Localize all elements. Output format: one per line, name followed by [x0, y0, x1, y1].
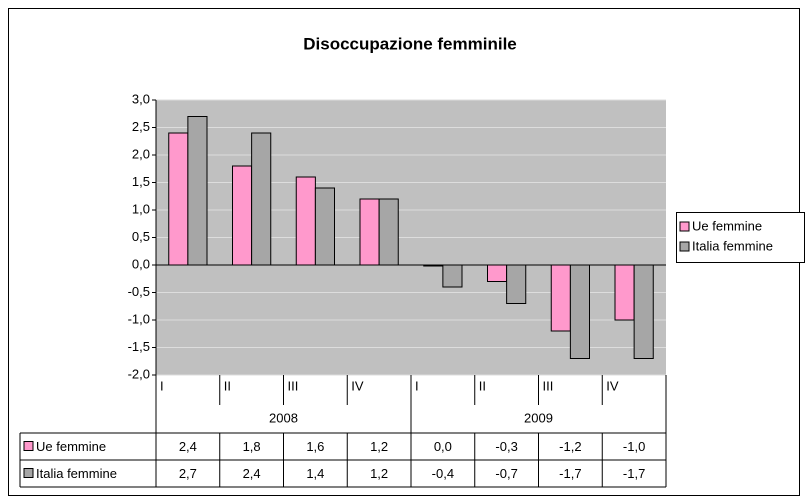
x-tick-label: III — [288, 378, 299, 393]
legend-label: Ue femmine — [692, 218, 762, 233]
bar — [314, 187, 335, 266]
table-row-label: Italia femmine — [36, 466, 117, 481]
bar — [168, 132, 189, 266]
y-tick-label: 1,0 — [132, 201, 150, 216]
y-tick-label: 2,0 — [132, 146, 150, 161]
chart-title: Disoccupazione femminile — [303, 34, 517, 53]
y-tick-label: 3,0 — [132, 91, 150, 106]
legend-key — [679, 241, 690, 252]
table-cell: 2,4 — [243, 466, 261, 481]
legend-box — [676, 212, 805, 263]
legend-key — [679, 221, 690, 232]
table-cell: -0,7 — [495, 466, 517, 481]
bar — [633, 264, 654, 359]
y-tick-label: -2,0 — [128, 366, 150, 381]
table-cell: 1,4 — [306, 466, 324, 481]
table-cell: -1,7 — [623, 466, 645, 481]
bar — [359, 198, 380, 266]
bar — [295, 176, 316, 266]
bar — [378, 198, 399, 266]
table-cell: -1,2 — [559, 439, 581, 454]
table-cell: -1,7 — [559, 466, 581, 481]
table-cell: 0,0 — [434, 439, 452, 454]
x-group-label: 2008 — [269, 410, 298, 425]
x-tick-label: IV — [351, 378, 364, 393]
y-tick-label: -1,0 — [128, 311, 150, 326]
bar — [614, 264, 635, 321]
legend-label: Italia femmine — [692, 238, 773, 253]
y-tick-label: 0,5 — [132, 229, 150, 244]
x-tick-label: III — [543, 378, 554, 393]
table-cell: 1,8 — [243, 439, 261, 454]
table-cell: 2,7 — [179, 466, 197, 481]
bar — [550, 264, 571, 332]
legend-key — [23, 468, 34, 478]
table-cell: 1,6 — [306, 439, 324, 454]
bar — [506, 264, 527, 304]
table-cell: 1,2 — [370, 439, 388, 454]
x-tick-label: II — [224, 378, 231, 393]
bar — [187, 116, 208, 266]
bar — [442, 264, 463, 288]
x-tick-label: I — [160, 378, 164, 393]
x-group-label: 2009 — [524, 410, 553, 425]
x-tick-label: IV — [606, 378, 619, 393]
table-cell: 1,2 — [370, 466, 388, 481]
bar — [487, 264, 508, 282]
y-tick-label: 1,5 — [132, 174, 150, 189]
bar — [569, 264, 590, 359]
table-row-label: Ue femmine — [36, 439, 106, 454]
y-tick-label: -1,5 — [128, 339, 150, 354]
bar — [232, 165, 253, 266]
y-tick-label: -0,5 — [128, 284, 150, 299]
bar — [251, 132, 272, 266]
y-tick-label: 2,5 — [132, 119, 150, 134]
table-cell: -1,0 — [623, 439, 645, 454]
x-tick-label: II — [479, 378, 486, 393]
y-tick-label: 0,0 — [132, 256, 150, 271]
legend-key — [23, 441, 34, 451]
table-cell: -0,4 — [432, 466, 454, 481]
table-cell: -0,3 — [495, 439, 517, 454]
table-cell: 2,4 — [179, 439, 197, 454]
x-tick-label: I — [415, 378, 419, 393]
